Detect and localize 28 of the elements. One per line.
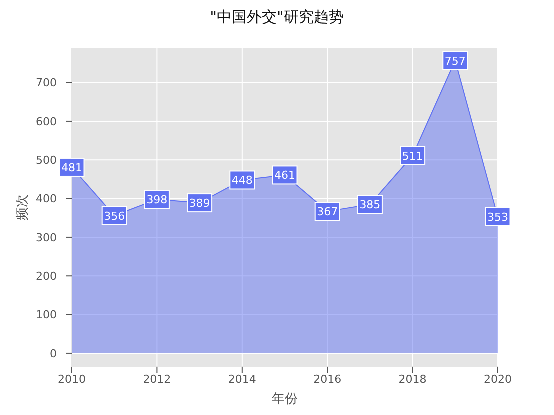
data-label: 461	[274, 169, 296, 182]
data-label: 353	[488, 210, 508, 224]
data-label: 511	[402, 150, 424, 163]
y-tick-label: 300	[36, 231, 57, 244]
x-tick-label: 2012	[143, 372, 172, 386]
y-tick-label: 400	[36, 192, 57, 206]
data-label: 389	[189, 197, 210, 210]
x-tick-label: 2016	[314, 372, 342, 386]
y-tick-label: 0	[50, 347, 57, 360]
data-label: 448	[232, 174, 253, 188]
data-label: 398	[146, 194, 168, 207]
data-label: 481	[62, 161, 82, 174]
y-axis-title: 频次	[16, 194, 31, 220]
data-label: 367	[317, 206, 338, 219]
x-tick-label: 2014	[228, 372, 256, 386]
data-label: 757	[444, 54, 466, 68]
y-tick-label: 700	[36, 76, 57, 90]
x-tick-label: 2020	[484, 372, 512, 386]
y-tick-label: 600	[36, 115, 57, 128]
data-label: 356	[104, 210, 126, 223]
x-axis-title: 年份	[272, 392, 298, 407]
x-tick-label: 2010	[58, 372, 86, 386]
data-label: 385	[360, 198, 381, 212]
y-tick-label: 200	[36, 270, 57, 284]
y-tick-label: 100	[36, 308, 57, 322]
y-tick-label: 500	[36, 154, 57, 168]
x-tick-label: 2018	[398, 372, 427, 386]
chart-title: "中国外交"研究趋势	[209, 8, 345, 27]
